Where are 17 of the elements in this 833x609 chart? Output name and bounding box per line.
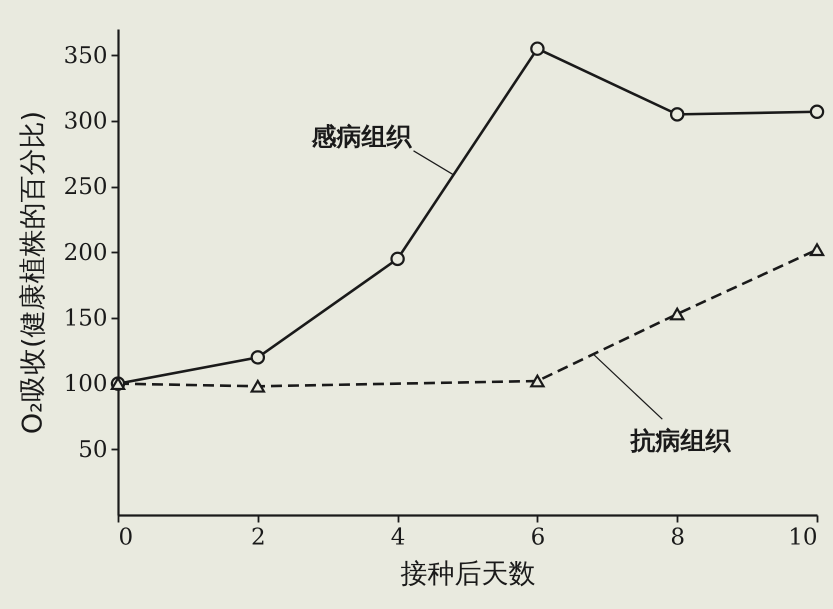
series-label: 感病组织: [310, 122, 413, 151]
x-tick-label: 10: [788, 524, 818, 550]
x-tick-label: 2: [250, 524, 266, 550]
y-axis-title: O₂吸收(健康植株的百分比): [18, 110, 49, 434]
y-tick-label: 300: [64, 108, 108, 134]
y-tick-label: 50: [78, 436, 108, 463]
x-tick-label: 4: [390, 524, 406, 550]
x-tick-label: 0: [118, 524, 134, 550]
x-tick-label: 6: [530, 524, 546, 550]
x-axis-title: 接种后天数: [400, 558, 536, 590]
y-tick-label: 350: [64, 42, 108, 69]
text: 抗病组织: [629, 426, 732, 456]
y-tick-label: 150: [64, 305, 108, 332]
x-tick-label: 8: [670, 524, 686, 550]
y-tick-label: 250: [64, 174, 108, 200]
y-tick-label: 200: [64, 240, 108, 266]
y-tick-label: 100: [64, 371, 108, 398]
